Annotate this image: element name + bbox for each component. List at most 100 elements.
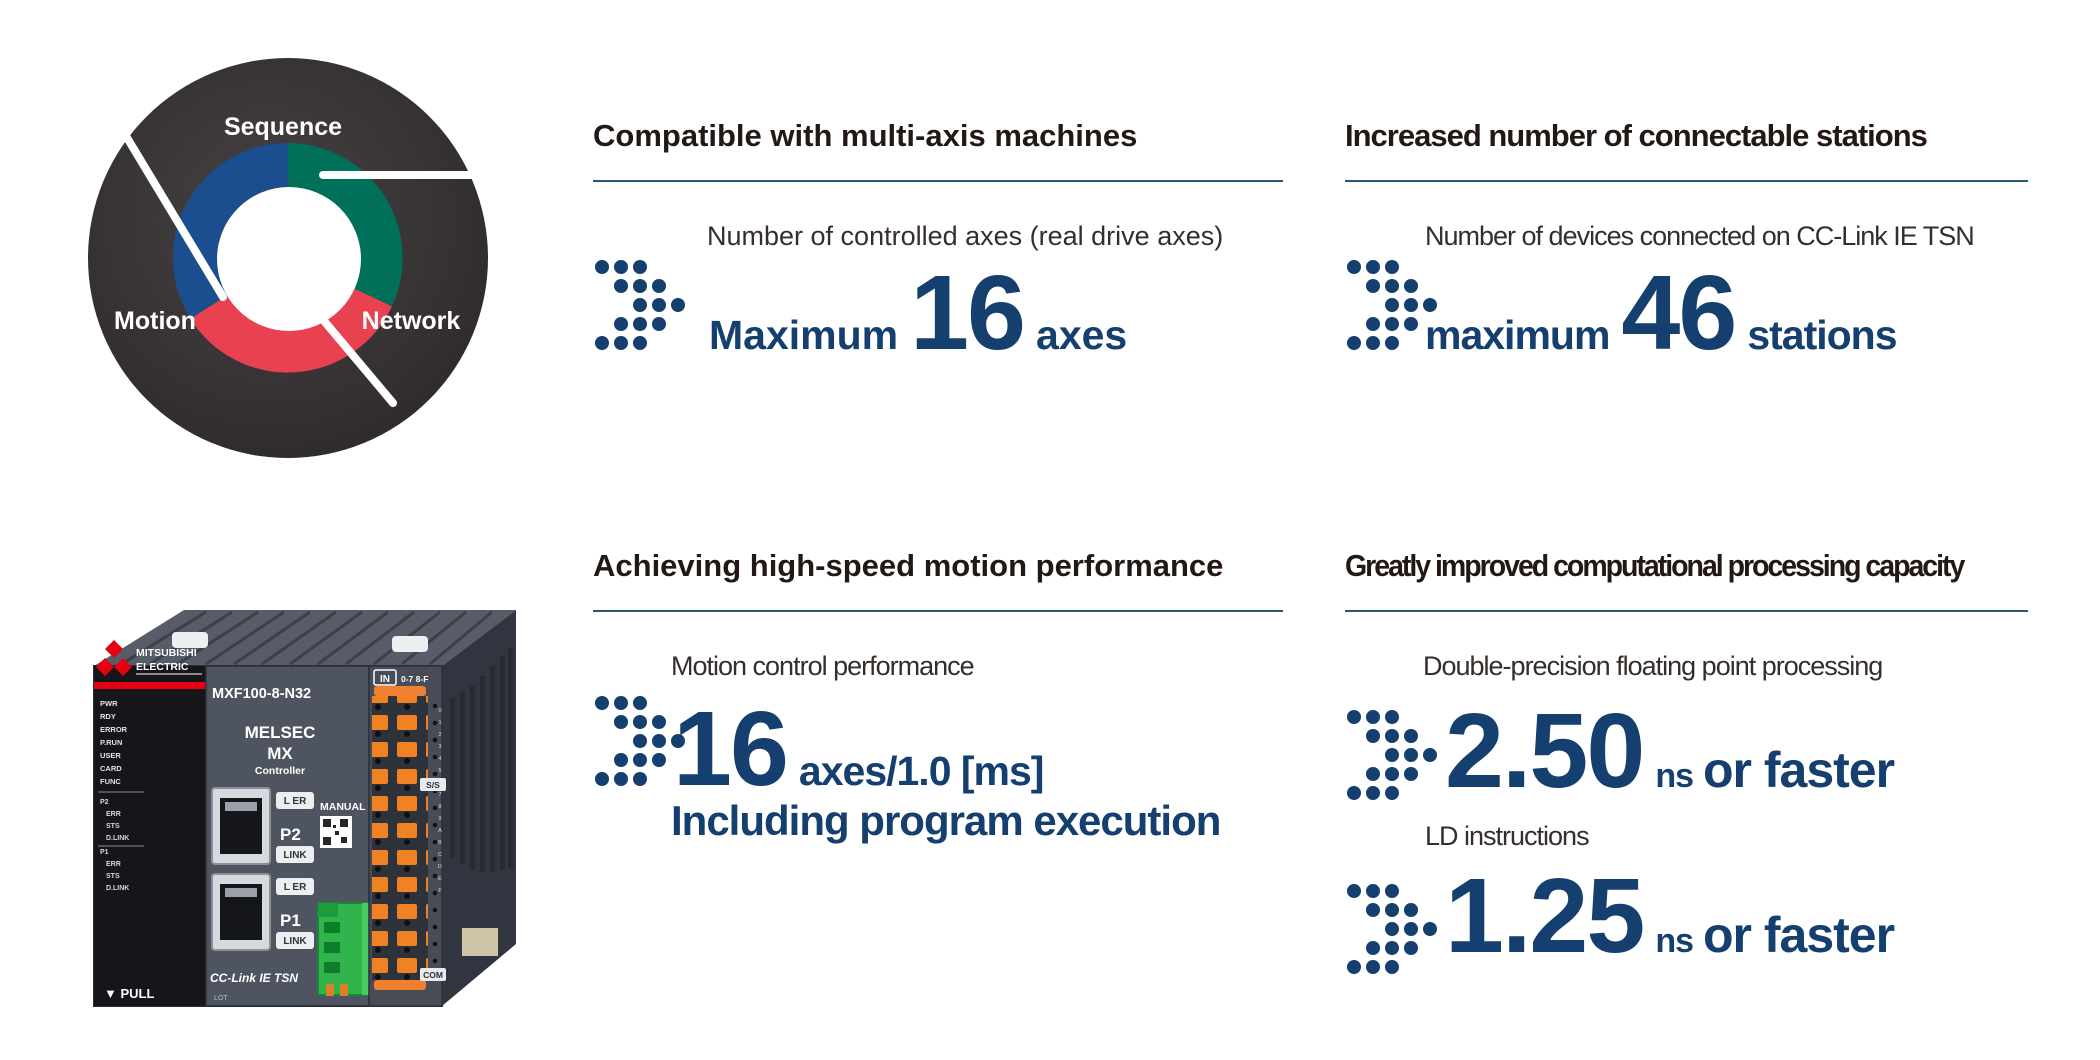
dot-chevron-icon [1347, 260, 1437, 350]
feature-title: Increased number of connectable stations [1345, 118, 1928, 153]
stat-unit: axes [1036, 312, 1128, 358]
feature-sublabel: Number of controlled axes (real drive ax… [707, 221, 1224, 251]
diagram-separators [107, 107, 495, 407]
stat-line: maximum 46 stations [1425, 260, 1898, 366]
manual-label: MANUAL [320, 801, 366, 813]
pull-label: ▼ PULL [104, 986, 154, 1001]
series-line2: MX [267, 744, 293, 763]
led-label: P1 [100, 849, 109, 856]
stat-value: 1.25 [1445, 857, 1645, 975]
mitsubishi-diamonds-icon [96, 640, 132, 676]
feature-sublabel-fp: Double-precision floating point processi… [1423, 651, 1883, 681]
stat-line: Maximum 16 axes [709, 260, 1127, 366]
led-label: PWR [100, 699, 118, 708]
series-line1: MELSEC [245, 723, 316, 742]
io-scale-label: 0123456789ABCDEF [437, 708, 443, 900]
diagram-color-ring [173, 143, 403, 373]
diagram-red-arc [190, 286, 392, 373]
brand-line1: MITSUBISHI [136, 647, 197, 659]
terminal-latch-bottom [374, 980, 426, 990]
led-label: CARD [100, 764, 122, 773]
ss-badge [420, 778, 446, 791]
stat-unit: or faster [1703, 907, 1895, 963]
dot-chevron-icon [595, 696, 685, 786]
diagram-label-network: Network [362, 307, 461, 335]
led-label: RDY [100, 712, 116, 721]
feature-multi-axis: Compatible with multi-axis machines Numb… [593, 118, 1283, 398]
red-stripe [94, 682, 206, 689]
product-mount-clip-right [392, 636, 428, 652]
stat-value: 2.50 [1445, 692, 1645, 810]
p2-label: P2 [280, 825, 301, 844]
divider [593, 180, 1283, 182]
led-label: ERROR [100, 725, 128, 734]
led-label: USER [100, 751, 121, 760]
led-label: STS [106, 873, 120, 880]
stat-prefix: Maximum [709, 312, 899, 358]
p1-label: P1 [280, 911, 301, 930]
p1-link-label: LINK [283, 936, 307, 947]
green-connector [317, 902, 377, 996]
led-label: STS [106, 823, 120, 830]
feature-title: Greatly improved computational processin… [1345, 548, 1965, 583]
p2-ler-label: L ER [284, 796, 307, 807]
terminal-strip [372, 696, 428, 980]
stat-unit: or faster [1703, 742, 1895, 798]
dot-chevron-icon [1347, 884, 1437, 974]
product-mount-clip-left [172, 632, 208, 648]
p2-ler-badge [276, 792, 314, 809]
in-badge [373, 669, 397, 686]
qr-code [320, 816, 352, 848]
status-led-labels: PWR RDY ERROR P.RUN USER CARD FUNC [100, 699, 128, 786]
terminal-latch-top [374, 686, 426, 696]
feature-sublabel: Number of devices connected on CC-Link I… [1425, 221, 1975, 251]
io-indicator-dots [432, 703, 438, 964]
divider [593, 610, 1283, 612]
led-label: ERR [106, 811, 121, 818]
stat-value: 16 [673, 690, 789, 808]
led-label: D.LINK [106, 835, 129, 842]
cclink-logo: CC-Link IE TSN [210, 971, 298, 985]
feature-title: Achieving high-speed motion performance [593, 548, 1224, 583]
product-top-ridges [121, 610, 493, 666]
sequence-motion-network-diagram: Sequence Motion Network [88, 58, 495, 458]
melsec-mx-controller-photo: MITSUBISHI ELECTRIC PWR RDY ERROR P.RUN … [93, 610, 516, 1007]
stat-value: 46 [1621, 254, 1737, 372]
in-range-label: 0-7 8-F [401, 674, 428, 684]
dot-chevron-icon [1347, 710, 1437, 800]
feature-sublabel-ld: LD instructions [1425, 821, 1590, 851]
feature-motion: Achieving high-speed motion performance … [593, 548, 1283, 908]
stat-line-fp: 2.50 ns or faster [1445, 698, 1895, 804]
com-badge-label: COM [423, 970, 443, 980]
led-label: D.LINK [106, 885, 129, 892]
led-label: FUNC [100, 777, 121, 786]
dot-chevron-icon [595, 260, 685, 350]
led-label: P2 [100, 799, 109, 806]
com-badge [420, 968, 446, 981]
ss-badge-label: S/S [426, 780, 440, 790]
feature-title: Compatible with multi-axis machines [593, 118, 1138, 153]
mitsubishi-logo: MITSUBISHI ELECTRIC [96, 640, 202, 676]
in-badge-label: IN [380, 674, 390, 685]
stat-unit-small: ns [1655, 922, 1694, 960]
stat-prefix: maximum [1425, 312, 1610, 358]
stat-line: 16 axes/1.0 [ms] [673, 696, 1044, 802]
p1-link-badge [276, 932, 314, 949]
p2-link-badge [276, 846, 314, 863]
feature-stations: Increased number of connectable stations… [1345, 118, 2028, 398]
product-din-clip [462, 928, 498, 956]
feature-processing: Greatly improved computational processin… [1345, 548, 2028, 988]
stat-value: 16 [910, 254, 1026, 372]
led-label: ERR [106, 861, 121, 868]
ethernet-port-p1: L ER P1 LINK [211, 873, 314, 951]
diagram-center-circle [217, 187, 361, 331]
product-side-vents [450, 648, 513, 872]
stat-line-ld: 1.25 ns or faster [1445, 863, 1895, 969]
diagram-green-arc [287, 143, 403, 307]
feature-sublabel: Motion control performance [671, 651, 975, 681]
divider [1345, 180, 2028, 182]
diagram-blue-arc [173, 143, 289, 319]
p1-ler-badge [276, 878, 314, 895]
ethernet-port-p2: L ER P2 LINK [211, 787, 314, 865]
